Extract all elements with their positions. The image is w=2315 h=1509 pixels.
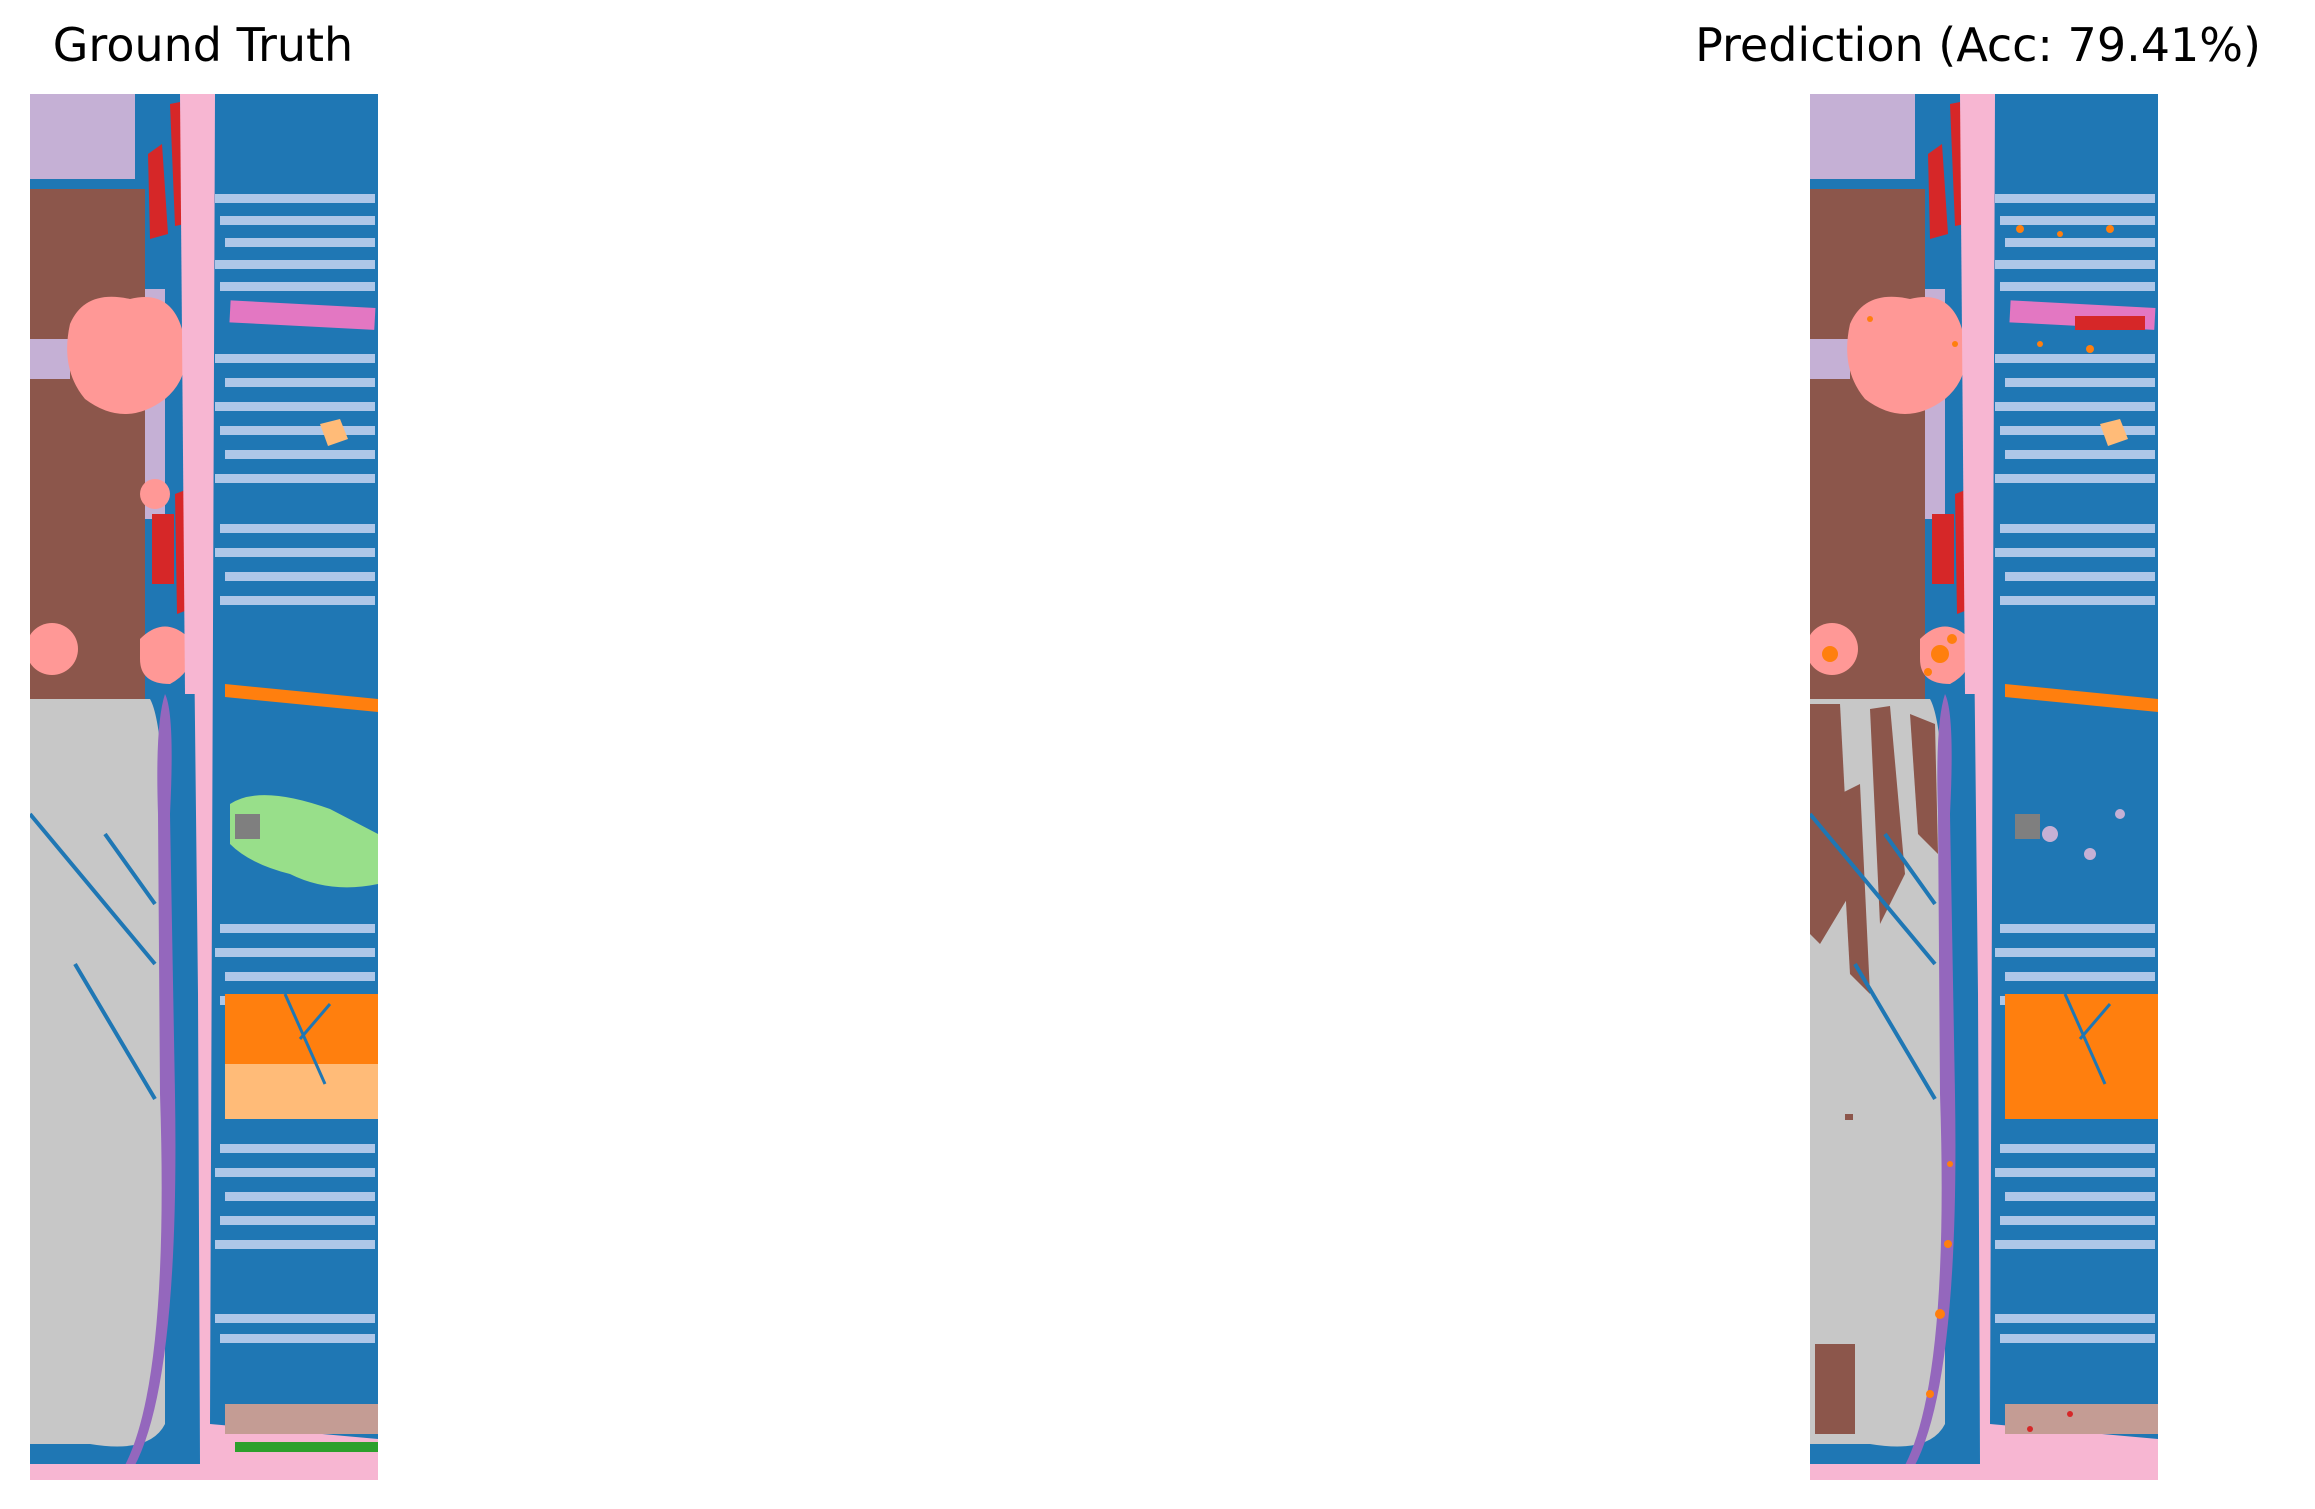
prediction-map — [1810, 94, 2158, 1480]
prediction-map-content — [1810, 94, 2158, 1480]
ground-truth-map-content — [30, 94, 378, 1480]
prediction-title: Prediction (Acc: 79.41%) — [1695, 18, 2261, 72]
ground-truth-map — [30, 94, 378, 1480]
ground-truth-title: Ground Truth — [52, 18, 354, 72]
